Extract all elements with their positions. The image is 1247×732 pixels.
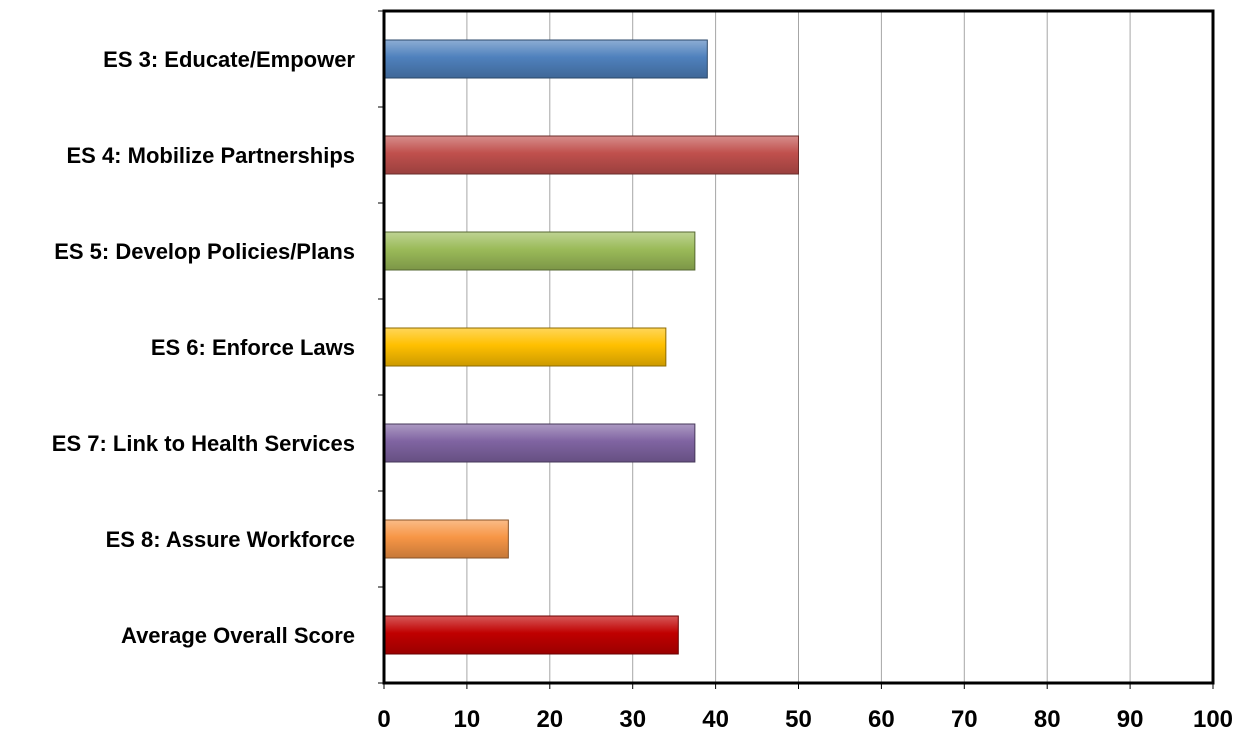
- bars: [383, 39, 799, 655]
- category-label: ES 6: Enforce Laws: [151, 335, 355, 360]
- category-label: ES 5: Develop Policies/Plans: [54, 239, 355, 264]
- x-tick-label: 30: [619, 706, 646, 732]
- category-label: ES 8: Assure Workforce: [106, 527, 355, 552]
- plot-frame: [378, 9, 1215, 689]
- category-label: ES 3: Educate/Empower: [103, 47, 355, 72]
- x-tick-labels: 0 10 20 30 40 50 60 70 80 90 100: [377, 706, 1233, 732]
- bar: [383, 39, 708, 79]
- gridlines: [466, 11, 1131, 683]
- category-label: ES 7: Link to Health Services: [52, 431, 355, 456]
- x-tick-label: 80: [1034, 706, 1061, 732]
- bar: [383, 327, 667, 367]
- x-tick-label: 40: [702, 706, 729, 732]
- category-labels: ES 3: Educate/Empower ES 4: Mobilize Part…: [52, 47, 356, 648]
- x-tick-label: 20: [536, 706, 563, 732]
- x-tick-label: 90: [1117, 706, 1144, 732]
- category-label: ES 4: Mobilize Partnerships: [66, 143, 355, 168]
- bar: [383, 519, 509, 559]
- category-label: Average Overall Score: [121, 623, 355, 648]
- x-tick-label: 70: [951, 706, 978, 732]
- x-tick-label: 10: [454, 706, 481, 732]
- bar: [383, 423, 696, 463]
- x-tick-label: 60: [868, 706, 895, 732]
- bar: [383, 135, 799, 175]
- bar: [383, 615, 679, 655]
- bar: [383, 231, 696, 271]
- x-tick-label: 50: [785, 706, 812, 732]
- x-tick-label: 0: [377, 706, 390, 732]
- x-tick-label: 100: [1193, 706, 1233, 732]
